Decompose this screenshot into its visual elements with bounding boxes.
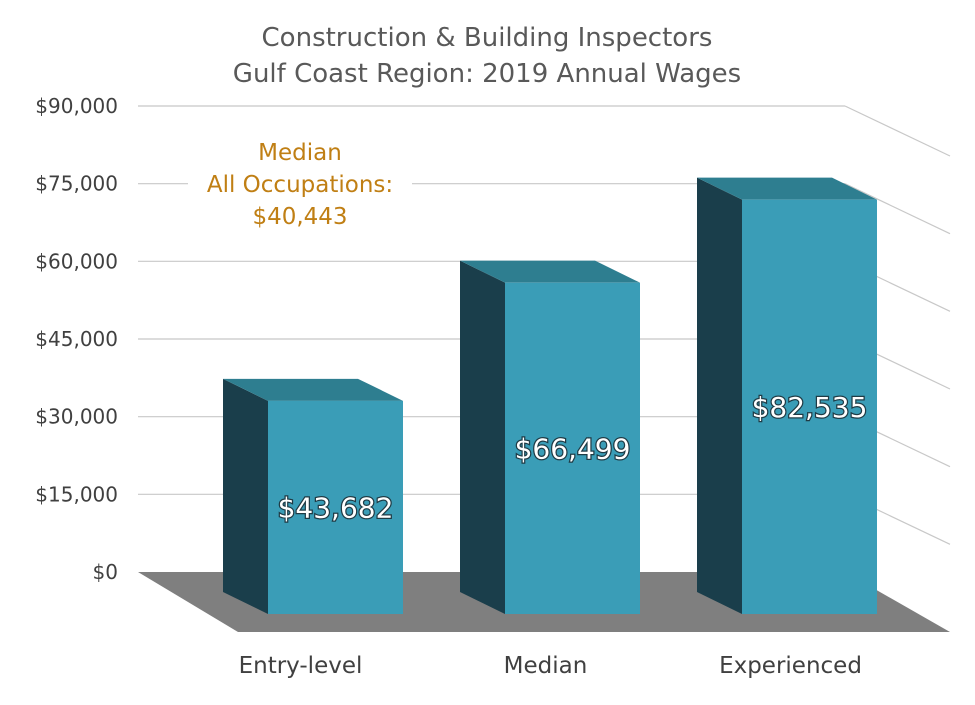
x-category-label: Experienced: [719, 653, 862, 679]
x-axis-categories: Entry-level Median Experienced: [239, 653, 862, 679]
bar-side: [223, 378, 268, 614]
bar-front: [742, 199, 877, 615]
y-tick-label: $45,000: [35, 327, 118, 351]
x-category-label: Median: [504, 653, 588, 679]
gridline-wall: [844, 183, 951, 235]
chart-title-line-2: Gulf Coast Region: 2019 Annual Wages: [233, 59, 741, 89]
chart-title-line-1: Construction & Building Inspectors: [262, 23, 713, 53]
bars: $43,682 $66,499 $82,535: [223, 177, 877, 615]
annotation-line-2: All Occupations:: [207, 172, 393, 198]
bar-value-label: $66,499: [515, 432, 631, 465]
gridline-wall: [844, 105, 951, 157]
y-axis-ticks: $0 $15,000 $30,000 $45,000 $60,000 $75,000 $90…: [35, 94, 118, 584]
x-category-label: Entry-level: [239, 653, 363, 679]
chart-title: Construction & Building Inspectors Gulf …: [233, 23, 741, 89]
bar-value-label: $82,535: [752, 391, 868, 424]
annotation-background: [188, 136, 412, 234]
bar-value-label: $43,682: [278, 491, 394, 524]
bar-front: [268, 400, 403, 614]
bar-top: [697, 177, 877, 200]
y-tick-label: $60,000: [35, 249, 118, 273]
bar-front: [505, 282, 640, 614]
y-tick-label: $90,000: [35, 94, 118, 118]
median-all-occupations-annotation: Median All Occupations: $40,443: [188, 136, 412, 234]
y-tick-label: $0: [93, 560, 118, 584]
bar-top: [223, 378, 403, 401]
y-tick-label: $15,000: [35, 482, 118, 506]
bar-side: [460, 260, 505, 614]
y-tick-label: $30,000: [35, 405, 118, 429]
bar-side: [697, 177, 742, 615]
bar: $82,535: [697, 177, 877, 615]
bar: $66,499: [460, 260, 640, 614]
annotation-line-1: Median: [258, 140, 342, 166]
y-tick-label: $75,000: [35, 172, 118, 196]
bar: $43,682: [223, 378, 403, 614]
bar-top: [460, 260, 640, 283]
annotation-line-3: $40,443: [252, 204, 347, 230]
